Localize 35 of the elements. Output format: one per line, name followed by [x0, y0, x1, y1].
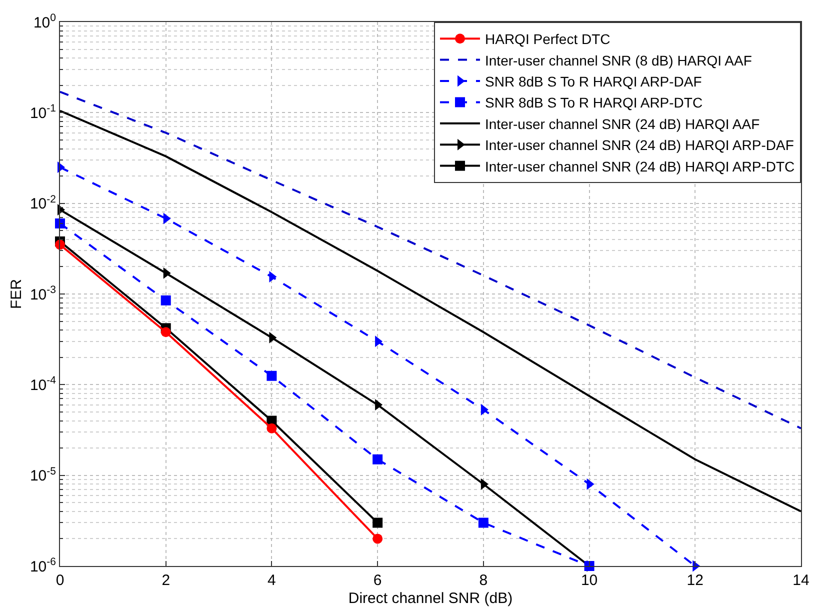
point	[160, 327, 171, 338]
line-series	[60, 90, 801, 430]
y-tick-label: 10$^{-2}$	[30, 193, 56, 213]
x-axis-title: Direct channel SNR (dB)	[348, 590, 513, 607]
y-axis-title: FER	[8, 278, 26, 309]
point	[372, 534, 383, 544]
x-tick-label: 6	[373, 572, 382, 589]
x-tick-label: 0	[56, 572, 64, 589]
y-tick-label: 10$^{-3}$	[30, 284, 56, 304]
point	[372, 518, 383, 528]
legend-label: Inter-user channel SNR (24 dB) HARQI AAF	[485, 116, 760, 132]
x-tick-label: 10	[580, 572, 598, 589]
y-tick-label: 10$^{-4}$	[30, 374, 56, 394]
x-tick-label: 8	[479, 572, 488, 589]
point	[266, 423, 277, 434]
legend-label: Inter-user channel SNR (24 dB) HARQI ARP-DTC	[485, 158, 795, 174]
x-tick-label: 12	[686, 572, 704, 589]
legend-label: SNR 8dB S To R HARQI ARP-DAF	[485, 73, 702, 90]
y-tick-label: 10$^{-6}$	[30, 556, 56, 576]
point	[266, 370, 277, 381]
point	[478, 518, 488, 528]
legend-label: HARQI Perfect DTC	[485, 31, 610, 48]
x-tick-label: 2	[162, 572, 170, 589]
point	[55, 218, 65, 228]
legend-label: Inter-user channel SNR (8 dB) HARQI AAF	[485, 52, 752, 68]
point	[160, 295, 171, 306]
y-tick-label: 10$^{-5}$	[30, 465, 56, 485]
y-tick-label: 10$^{-1}$	[30, 102, 56, 122]
legend-label: Inter-user channel SNR (24 dB) HARQI ARP-DAF	[485, 137, 794, 154]
line-series	[60, 110, 801, 512]
x-tick-label: 14	[792, 572, 810, 589]
y-tick-label: 10$^{0}$	[33, 12, 56, 32]
point	[372, 454, 383, 464]
x-tick-label: 4	[268, 572, 276, 589]
legend-label: SNR 8dB S To R HARQI ARP-DTC	[485, 94, 703, 111]
